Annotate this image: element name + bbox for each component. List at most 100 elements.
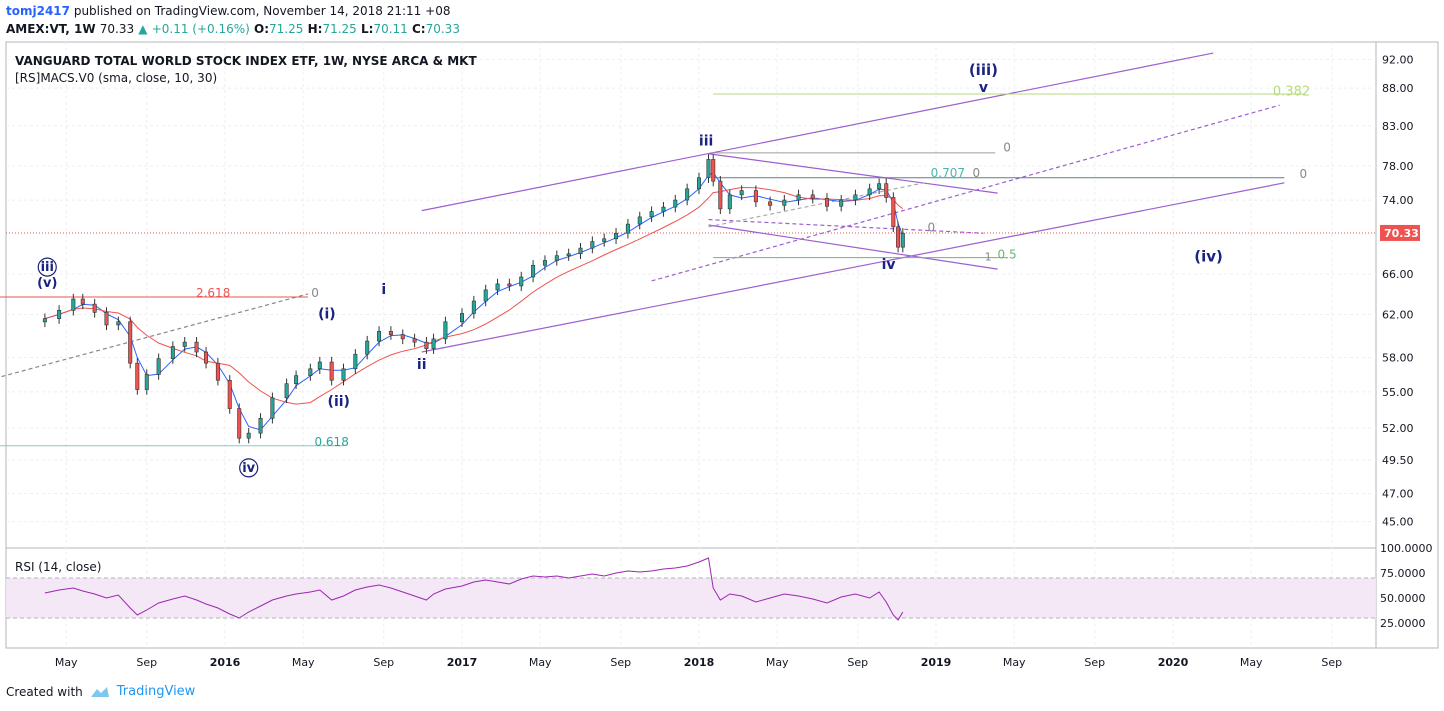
price-tick-label: 74.00 xyxy=(1382,194,1414,207)
time-tick-label: 2017 xyxy=(447,656,478,669)
candle-body xyxy=(867,188,872,196)
moving-averages xyxy=(44,172,904,431)
wedge-upper-line xyxy=(708,153,998,194)
candle-body xyxy=(388,331,393,335)
fib-label-0618: 0.618 xyxy=(314,435,348,449)
candles xyxy=(42,154,905,444)
time-tick-label: May xyxy=(292,656,315,669)
wave-label-v-paren: (v) xyxy=(37,276,57,291)
change-value: +0.11 (+0.16%) xyxy=(151,22,250,36)
candle-body xyxy=(739,190,744,196)
price-tick-label: 62.00 xyxy=(1382,308,1414,321)
candle-body xyxy=(796,194,801,201)
time-tick-label: Sep xyxy=(847,656,868,669)
wave-drawings xyxy=(0,52,1376,447)
candle-body xyxy=(431,338,436,350)
sma-slow-line xyxy=(44,186,904,405)
candle-body xyxy=(80,298,85,305)
fib-label-0-top: 0 xyxy=(1003,140,1011,154)
price-tick-label: 47.00 xyxy=(1382,488,1414,501)
candle-body xyxy=(519,276,524,287)
time-tick-label: 2018 xyxy=(684,656,715,669)
wave-label-iv: iv xyxy=(882,257,896,273)
candle-body xyxy=(839,199,844,207)
time-tick-label: May xyxy=(529,656,552,669)
tradingview-link[interactable]: TradingView xyxy=(116,684,196,699)
wave-label-iii-paren: (iii) xyxy=(969,61,998,79)
rsi-band-fill xyxy=(6,578,1376,618)
fib-dash-left xyxy=(0,293,309,378)
publish-line: tomj2417 published on TradingView.com, N… xyxy=(6,4,450,18)
price-axis[interactable] xyxy=(1375,41,1439,649)
time-tick-label: 2019 xyxy=(921,656,952,669)
wave-label-v: v xyxy=(979,80,988,96)
candle-body xyxy=(194,341,199,353)
grid-lines xyxy=(6,42,1376,648)
candle-body xyxy=(57,309,62,319)
rsi-band xyxy=(6,577,1376,619)
rsi-tick-label: 75.0000 xyxy=(1380,567,1426,580)
candle-body xyxy=(531,264,536,278)
fib-label-05: 0.5 xyxy=(998,248,1017,262)
wave-label-i: i xyxy=(381,282,386,298)
wave-label-iii: iii xyxy=(699,134,713,150)
candle-body xyxy=(353,353,358,370)
symbol-label: AMEX:VT, 1W xyxy=(6,22,96,36)
candle-body xyxy=(471,300,476,314)
wave-label-circled-iii: iii xyxy=(41,260,54,275)
time-tick-label: 2020 xyxy=(1158,656,1189,669)
channel-mid-dash xyxy=(651,104,1280,282)
candle-body xyxy=(135,362,140,390)
time-tick-label: May xyxy=(55,656,78,669)
time-tick-label: Sep xyxy=(1321,656,1342,669)
candle-body xyxy=(227,379,232,409)
last-price-text: 70.33 xyxy=(1384,227,1419,240)
candle-body xyxy=(71,298,76,311)
last-value: 70.33 xyxy=(99,22,135,36)
price-tick-label: 52.00 xyxy=(1382,422,1414,435)
author-link[interactable]: tomj2417 xyxy=(6,4,70,18)
candle-body xyxy=(810,194,815,199)
tradingview-logo-icon xyxy=(90,686,109,697)
open-value: 71.25 xyxy=(269,22,304,36)
candle-body xyxy=(104,312,109,326)
candle-body xyxy=(706,159,711,179)
wave-labels: iii(v)iv2.618 00.618(i)(ii)iiiiiiiv(iii)v… xyxy=(37,61,1310,478)
wave-label-ii-paren: (ii) xyxy=(328,394,350,410)
candle-body xyxy=(237,408,242,439)
rsi-title: RSI (14, close) xyxy=(15,560,101,574)
candle-body xyxy=(215,362,220,381)
candle-body xyxy=(308,368,313,376)
time-tick-label: May xyxy=(1003,656,1026,669)
wedge-lower-line xyxy=(708,224,998,270)
rsi-tick-label: 25.0000 xyxy=(1380,617,1426,630)
rsi-ticks: 100.0000 75.0000 50.0000 25.0000 xyxy=(1380,542,1433,630)
time-tick-label: Sep xyxy=(136,656,157,669)
indicator-label: [RS]MACS.V0 (sma, close, 10, 30) xyxy=(15,71,217,85)
candle-body xyxy=(673,199,678,208)
time-tick-label: Sep xyxy=(1084,656,1105,669)
wave-label-circled-iii-circle xyxy=(37,257,57,277)
high-label: H: xyxy=(307,22,323,36)
open-label: O: xyxy=(254,22,270,36)
candle-body xyxy=(578,247,583,255)
candle-body xyxy=(554,255,559,261)
candle-body xyxy=(753,190,758,203)
fib-label-0-right: 0 xyxy=(1300,167,1308,181)
candle-body xyxy=(170,346,175,359)
candle-body xyxy=(377,331,382,342)
candle-body xyxy=(685,188,690,201)
low-value: 70.11 xyxy=(373,22,408,36)
candle-body xyxy=(144,374,149,390)
candle-body xyxy=(711,159,716,182)
time-ticks: May Sep 2016 May Sep 2017 May Sep 2018 May Sep 2019… xyxy=(55,656,1342,669)
price-tick-label: 88.00 xyxy=(1382,82,1414,95)
wave-label-iv-paren: (iv) xyxy=(1194,247,1223,265)
high-value: 71.25 xyxy=(322,22,357,36)
candle-body xyxy=(317,361,322,370)
close-label: C: xyxy=(411,22,426,36)
candle-body xyxy=(412,338,417,343)
candle-body xyxy=(718,180,723,210)
candle-body xyxy=(625,223,630,234)
